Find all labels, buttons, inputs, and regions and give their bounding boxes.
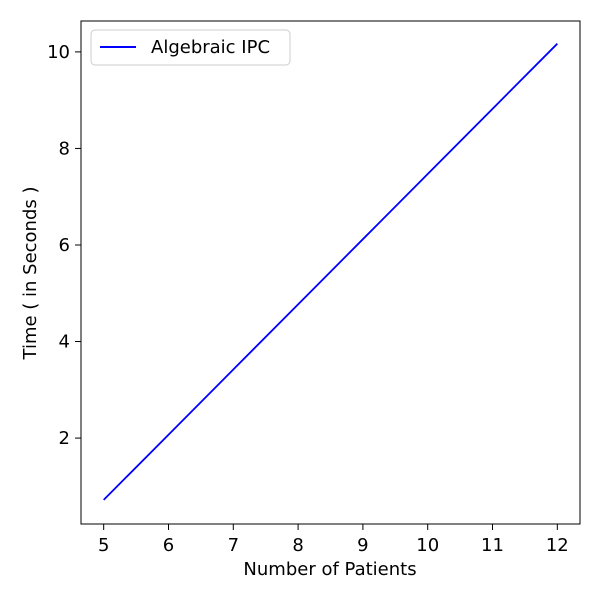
x-tick-label: 12 (546, 535, 569, 556)
legend: Algebraic IPC (90, 29, 291, 66)
y-tick-label: 10 (47, 42, 70, 63)
x-axis: 5 6 7 8 9 10 11 12 (98, 524, 569, 556)
y-tick-label: 6 (59, 235, 70, 256)
y-tick-label: 8 (59, 138, 70, 159)
x-tick-label: 10 (416, 535, 439, 556)
y-axis-title: Time ( in Seconds ) (20, 186, 41, 360)
legend-box (90, 29, 291, 66)
legend-label-algebraic-ipc: Algebraic IPC (151, 37, 270, 58)
y-tick-label: 2 (59, 428, 70, 449)
y-axis: 2 4 6 8 10 (47, 42, 81, 449)
y-tick-label: 4 (59, 332, 70, 353)
x-tick-label: 5 (98, 535, 109, 556)
x-tick-label: 6 (163, 535, 174, 556)
x-tick-label: 7 (228, 535, 239, 556)
x-axis-title: Number of Patients (243, 559, 416, 580)
x-tick-label: 8 (292, 535, 303, 556)
x-tick-label: 9 (357, 535, 368, 556)
series-layer (103, 43, 558, 501)
series-line-algebraic-ipc (103, 43, 558, 501)
x-tick-label: 11 (481, 535, 504, 556)
